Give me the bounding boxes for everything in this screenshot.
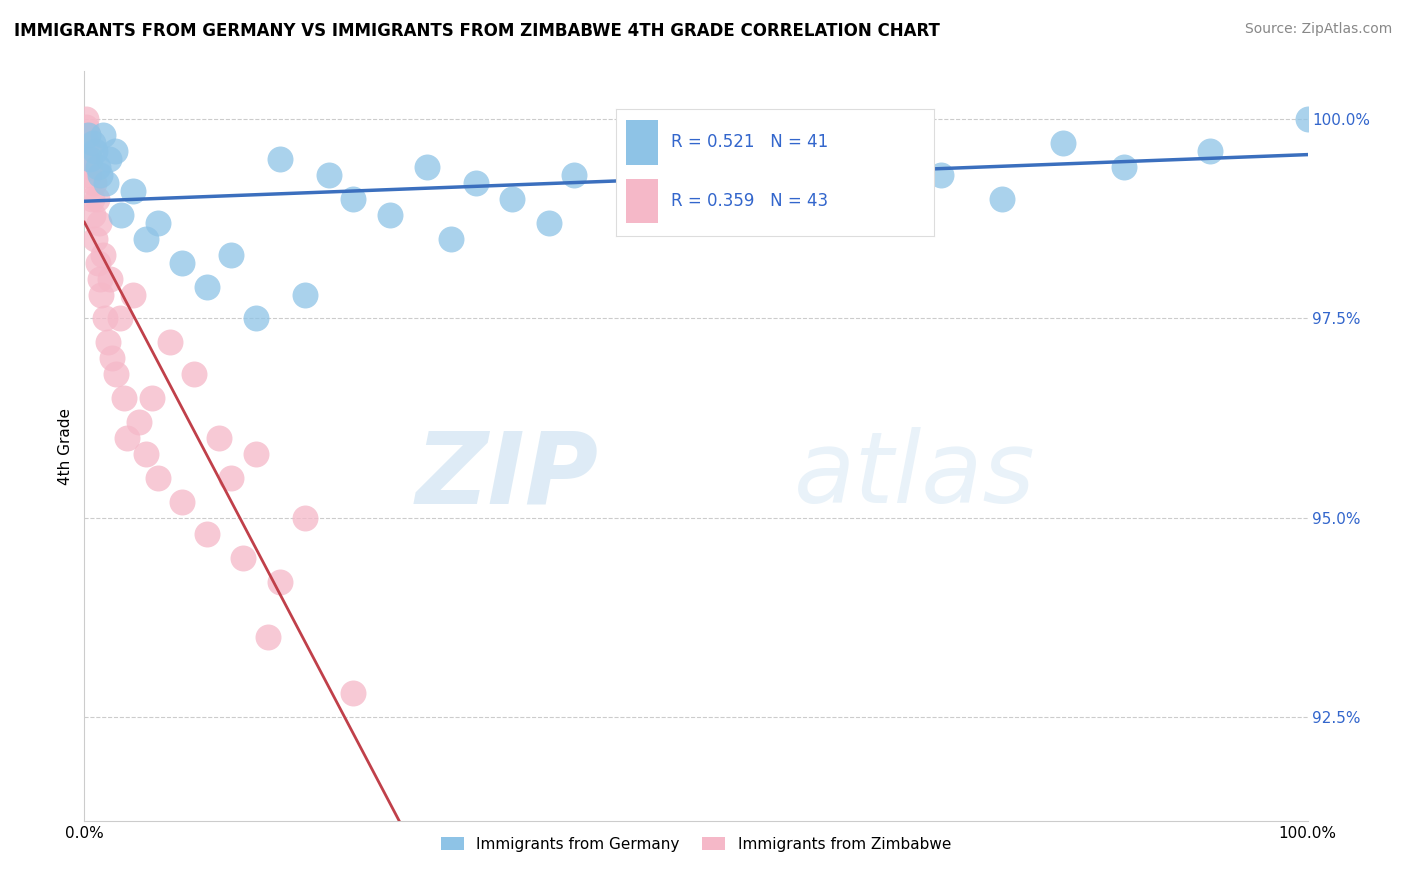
Point bbox=[75, 120, 97, 135]
Legend: Immigrants from Germany, Immigrants from Zimbabwe: Immigrants from Germany, Immigrants from… bbox=[434, 830, 957, 858]
Text: atlas: atlas bbox=[794, 427, 1035, 524]
Point bbox=[159, 335, 181, 350]
Point bbox=[122, 184, 145, 198]
Point bbox=[624, 152, 647, 166]
Point bbox=[685, 160, 707, 174]
Point bbox=[77, 128, 100, 142]
Point bbox=[232, 550, 254, 565]
Point bbox=[97, 152, 120, 166]
Point bbox=[929, 168, 952, 182]
Point bbox=[91, 248, 114, 262]
Point bbox=[79, 160, 101, 174]
Point bbox=[1198, 144, 1220, 158]
Point bbox=[269, 574, 291, 589]
Point bbox=[831, 128, 853, 142]
Point bbox=[84, 232, 107, 246]
Point bbox=[84, 144, 107, 158]
Point bbox=[1114, 160, 1136, 174]
Point bbox=[128, 415, 150, 429]
Point bbox=[257, 630, 280, 644]
Point bbox=[115, 431, 138, 445]
Point bbox=[80, 192, 103, 206]
Point bbox=[146, 471, 169, 485]
Point bbox=[82, 136, 104, 150]
Point bbox=[195, 526, 218, 541]
Point bbox=[783, 176, 806, 190]
Point bbox=[82, 208, 104, 222]
Point bbox=[110, 208, 132, 222]
Point bbox=[104, 144, 127, 158]
Point bbox=[219, 471, 242, 485]
Point bbox=[440, 232, 463, 246]
Point bbox=[146, 216, 169, 230]
Point bbox=[77, 144, 100, 158]
Point bbox=[98, 271, 121, 285]
Point bbox=[91, 128, 114, 142]
Point bbox=[991, 192, 1014, 206]
Point bbox=[75, 112, 97, 127]
Point bbox=[245, 311, 267, 326]
Point bbox=[83, 176, 105, 190]
Point bbox=[219, 248, 242, 262]
Point bbox=[172, 255, 194, 269]
Point bbox=[76, 152, 98, 166]
Point bbox=[294, 510, 316, 524]
Point bbox=[269, 152, 291, 166]
Point bbox=[538, 216, 561, 230]
Point bbox=[87, 160, 110, 174]
Point bbox=[90, 287, 112, 301]
Point bbox=[94, 311, 117, 326]
Point bbox=[77, 128, 100, 142]
Point bbox=[747, 144, 769, 158]
Point bbox=[87, 216, 110, 230]
Point bbox=[122, 287, 145, 301]
Point bbox=[869, 152, 891, 166]
Point bbox=[183, 368, 205, 382]
Text: IMMIGRANTS FROM GERMANY VS IMMIGRANTS FROM ZIMBABWE 4TH GRADE CORRELATION CHART: IMMIGRANTS FROM GERMANY VS IMMIGRANTS FR… bbox=[14, 22, 941, 40]
Text: Source: ZipAtlas.com: Source: ZipAtlas.com bbox=[1244, 22, 1392, 37]
Point bbox=[1296, 112, 1319, 127]
Point bbox=[380, 208, 402, 222]
Point bbox=[79, 152, 101, 166]
Point bbox=[245, 447, 267, 461]
Point bbox=[86, 192, 108, 206]
Point bbox=[464, 176, 486, 190]
Point bbox=[108, 311, 131, 326]
Point bbox=[562, 168, 585, 182]
Point bbox=[89, 168, 111, 182]
Point bbox=[112, 391, 135, 405]
Point bbox=[342, 192, 364, 206]
Point bbox=[105, 368, 128, 382]
Y-axis label: 4th Grade: 4th Grade bbox=[58, 408, 73, 484]
Point bbox=[135, 447, 157, 461]
Point bbox=[141, 391, 163, 405]
Point bbox=[89, 271, 111, 285]
Point bbox=[416, 160, 439, 174]
Point bbox=[502, 192, 524, 206]
Point bbox=[76, 136, 98, 150]
Point bbox=[77, 168, 100, 182]
Point bbox=[96, 176, 118, 190]
Point bbox=[101, 351, 124, 366]
Text: ZIP: ZIP bbox=[415, 427, 598, 524]
Point bbox=[208, 431, 231, 445]
Point bbox=[294, 287, 316, 301]
Point bbox=[87, 255, 110, 269]
Point bbox=[172, 495, 194, 509]
Point bbox=[135, 232, 157, 246]
Point bbox=[318, 168, 340, 182]
Point bbox=[97, 335, 120, 350]
Point bbox=[195, 279, 218, 293]
Point bbox=[1052, 136, 1074, 150]
Point bbox=[342, 686, 364, 700]
